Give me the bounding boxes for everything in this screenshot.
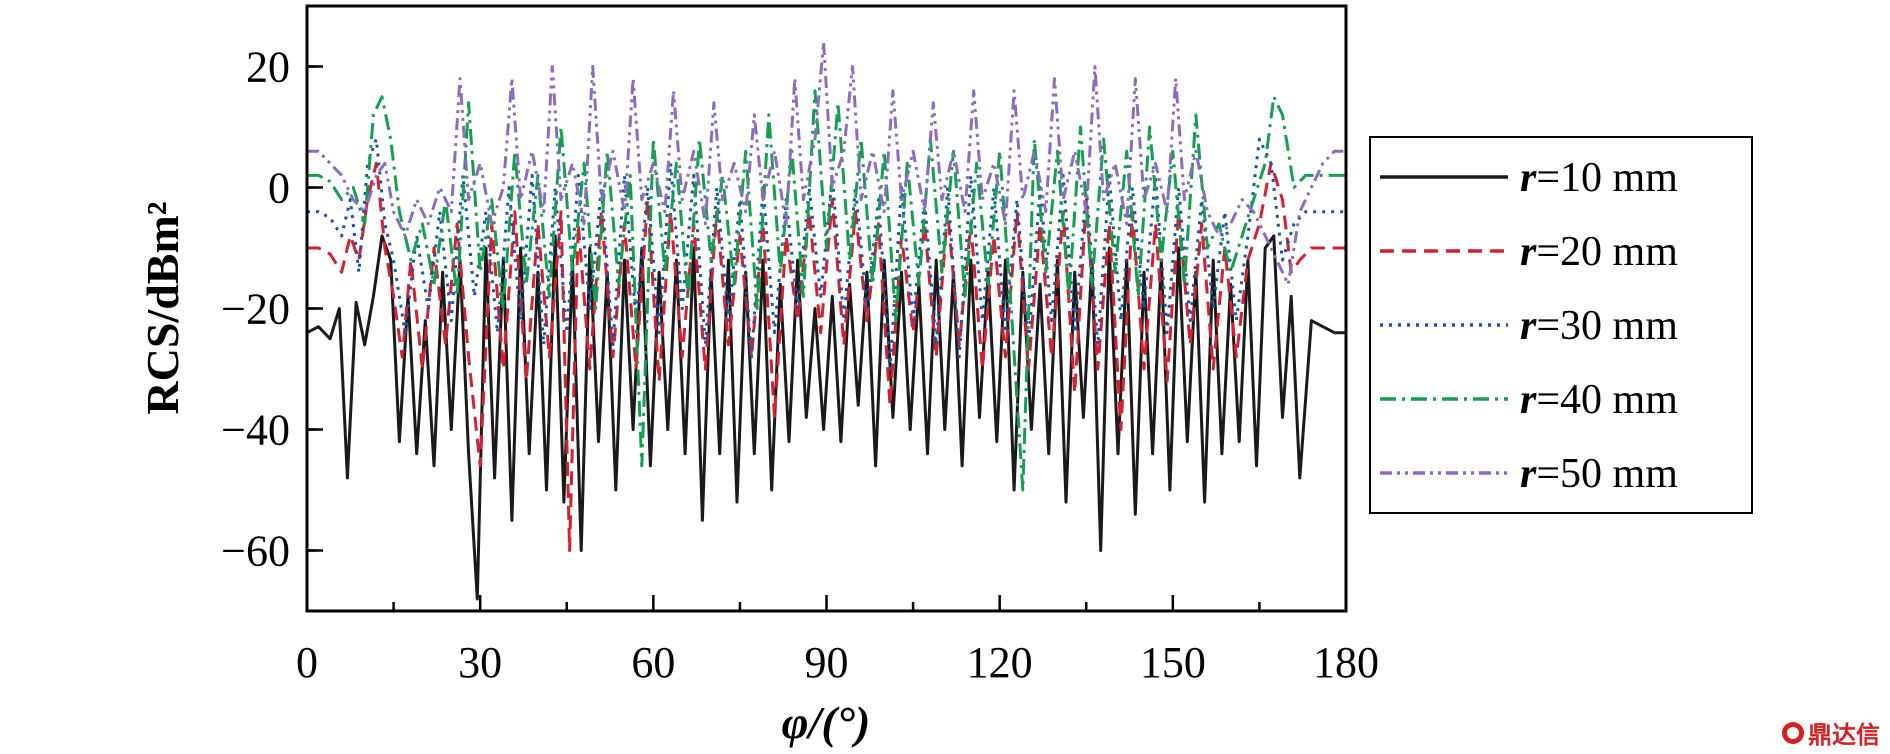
legend-label-var: r <box>1520 303 1537 349</box>
x-tick-label: 180 <box>1313 638 1379 687</box>
legend-label-rest: =30 mm <box>1536 303 1678 349</box>
legend-label-rest: =10 mm <box>1536 155 1678 201</box>
legend-label-var: r <box>1520 155 1537 201</box>
y-tick-label: 0 <box>268 164 290 213</box>
y-axis-title: RCS/dBm² <box>137 201 188 414</box>
series-line-3 <box>307 137 1346 371</box>
series-line-2 <box>307 161 1346 552</box>
y-tick-label: −60 <box>221 527 290 576</box>
series-line-5 <box>307 40 1346 286</box>
legend-label: r=10 mm <box>1520 155 1678 201</box>
legend-label: r=20 mm <box>1520 229 1678 275</box>
x-axis-title-text: φ/(°) <box>782 697 871 748</box>
series-layer <box>307 40 1346 601</box>
legend-label-var: r <box>1520 451 1537 497</box>
legend-box <box>1369 136 1753 514</box>
legend-label: r=50 mm <box>1520 451 1678 497</box>
legend: r=10 mmr=20 mmr=30 mmr=40 mmr=50 mm <box>1369 136 1753 514</box>
watermark-text: 鼎达信 <box>1808 721 1880 749</box>
watermark-logo-icon <box>1782 721 1804 744</box>
x-tick-label: 60 <box>631 638 675 687</box>
x-tick-label: 30 <box>458 638 502 687</box>
x-axis: 0 30 60 90 120 150 180 <box>296 595 1379 687</box>
legend-label-rest: =20 mm <box>1536 229 1678 275</box>
watermark: 鼎达信 <box>1782 715 1880 750</box>
y-tick-label: 20 <box>246 43 290 92</box>
x-axis-title: φ/(°) <box>782 697 871 748</box>
legend-label-rest: =50 mm <box>1536 451 1678 497</box>
legend-label-rest: =40 mm <box>1536 377 1678 423</box>
x-tick-label: 120 <box>967 638 1033 687</box>
x-tick-label: 0 <box>296 638 318 687</box>
x-tick-label: 90 <box>805 638 849 687</box>
legend-label: r=30 mm <box>1520 303 1678 349</box>
series-line-4 <box>307 89 1346 492</box>
y-tick-label: −40 <box>221 406 290 455</box>
legend-label-var: r <box>1520 229 1537 275</box>
legend-label: r=40 mm <box>1520 377 1678 423</box>
x-tick-label: 150 <box>1140 638 1206 687</box>
y-tick-label: −20 <box>221 285 290 334</box>
y-axis: 20 0 −20 −40 −60 <box>221 43 323 576</box>
legend-label-var: r <box>1520 377 1537 423</box>
